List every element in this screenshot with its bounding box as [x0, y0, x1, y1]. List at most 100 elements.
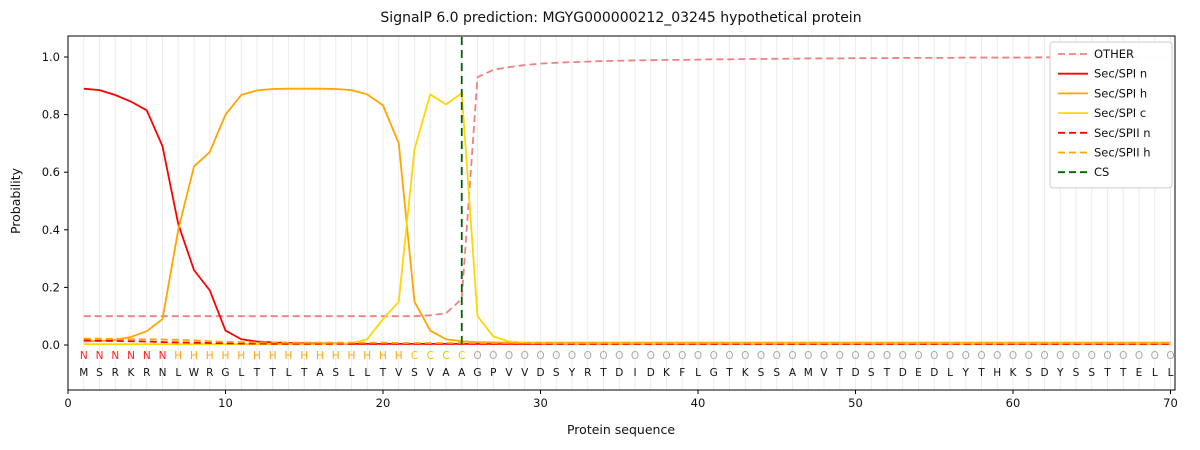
region-label: O [1072, 350, 1080, 362]
region-label: O [1166, 350, 1174, 362]
x-tick-label: 10 [218, 396, 233, 410]
y-tick-label: 1.0 [42, 50, 60, 64]
sequence-letter: A [789, 367, 797, 379]
region-label: N [143, 350, 151, 362]
sequence-letter: L [238, 367, 244, 379]
sequence-letter: S [868, 367, 875, 379]
sequence-letter: H [993, 367, 1001, 379]
region-label: O [1009, 350, 1017, 362]
region-label: H [190, 350, 198, 362]
sequence-letter: T [1103, 367, 1111, 379]
region-label: H [332, 350, 340, 362]
region-label: N [111, 350, 119, 362]
y-tick-label: 0.6 [42, 165, 60, 179]
sequence-letter: S [1088, 367, 1095, 379]
sequence-letter: D [930, 367, 938, 379]
sequence-letter: A [458, 367, 466, 379]
sequence-letter: T [883, 367, 891, 379]
region-label: O [867, 350, 875, 362]
region-label: H [222, 350, 230, 362]
region-label: O [473, 350, 481, 362]
region-label: O [1025, 350, 1033, 362]
region-label: O [820, 350, 828, 362]
legend-label: CS [1094, 165, 1109, 179]
region-label: N [80, 350, 88, 362]
series-OTHER [83, 56, 1171, 318]
sequence-letter: V [427, 367, 435, 379]
sequence-letter: R [112, 367, 119, 379]
legend-label: Sec/SPII n [1094, 126, 1151, 140]
legend-label: Sec/SPI n [1094, 67, 1147, 81]
region-label: O [804, 350, 812, 362]
plot-title: SignalP 6.0 prediction: MGYG000000212_03… [380, 10, 861, 26]
region-label: O [1088, 350, 1096, 362]
region-label: H [395, 350, 403, 362]
x-tick-label: 20 [376, 396, 391, 410]
sequence-letter: S [1073, 367, 1080, 379]
sequence-letter: T [300, 367, 308, 379]
region-label: O [1135, 350, 1143, 362]
sequence-letter: F [679, 367, 685, 379]
region-label: H [348, 350, 356, 362]
region-label: C [411, 350, 418, 362]
region-label: H [253, 350, 261, 362]
region-label: O [741, 350, 749, 362]
sequence-letter: W [189, 367, 200, 379]
sequence-letter: K [742, 367, 750, 379]
region-label: O [836, 350, 844, 362]
region-label: H [285, 350, 293, 362]
sequence-letter: S [411, 367, 418, 379]
region-label: O [599, 350, 607, 362]
series-Sec-SPI-c [83, 92, 1171, 346]
region-label: O [914, 350, 922, 362]
region-label: H [363, 350, 371, 362]
sequence-letter: Y [962, 367, 970, 379]
legend-box [1049, 41, 1173, 189]
sequence-letter: E [1136, 367, 1143, 379]
region-label: N [96, 350, 104, 362]
region-label: O [1103, 350, 1111, 362]
sequence-letter: A [442, 367, 450, 379]
region-label: O [962, 350, 970, 362]
sequence-letter: D [1040, 367, 1048, 379]
region-label: O [521, 350, 529, 362]
sequence-letter: S [1025, 367, 1032, 379]
legend: OTHER Sec/SPI n Sec/SPI h Sec/SPI c Sec/SPII… [1049, 41, 1173, 189]
sequence-letter: L [695, 367, 701, 379]
sequence-letter: D [615, 367, 623, 379]
sequence-letter: P [490, 367, 496, 379]
gridlines [83, 36, 1171, 390]
sequence-letter: L [1168, 367, 1174, 379]
region-label: O [647, 350, 655, 362]
region-label: O [678, 350, 686, 362]
sequence-letter: T [977, 367, 985, 379]
sequence-letter: R [206, 367, 213, 379]
sequence-letter: T [253, 367, 261, 379]
sequence-letter: I [633, 367, 636, 379]
sequence-letter: V [521, 367, 529, 379]
region-label: O [773, 350, 781, 362]
region-label: O [584, 350, 592, 362]
region-label: O [788, 350, 796, 362]
sequence-letter: S [553, 367, 560, 379]
region-label: O [662, 350, 670, 362]
sequence-letter: G [221, 367, 229, 379]
sequence-letter: T [269, 367, 277, 379]
x-tick-label: 30 [533, 396, 548, 410]
axis-ticks: 0.0 0.2 0.4 0.6 0.8 1.0 0 10 20 30 40 50 60 70 [42, 50, 1178, 410]
series-Sec-SPI-n [83, 87, 1171, 345]
region-label: H [174, 350, 182, 362]
region-label: O [883, 350, 891, 362]
sequence-letter: V [820, 367, 828, 379]
sequence-letter: D [647, 367, 655, 379]
chart-root: 0.00.20.40.60.81.00 10 20 30 40 50 60 70N N N N N N H… [42, 35, 1178, 410]
sequence-letter: V [395, 367, 403, 379]
legend-label: Sec/SPI c [1094, 106, 1146, 120]
x-tick-label: 50 [848, 396, 863, 410]
region-label: O [977, 350, 985, 362]
region-label: O [899, 350, 907, 362]
sequence-letter: G [473, 367, 481, 379]
region-label: C [427, 350, 434, 362]
